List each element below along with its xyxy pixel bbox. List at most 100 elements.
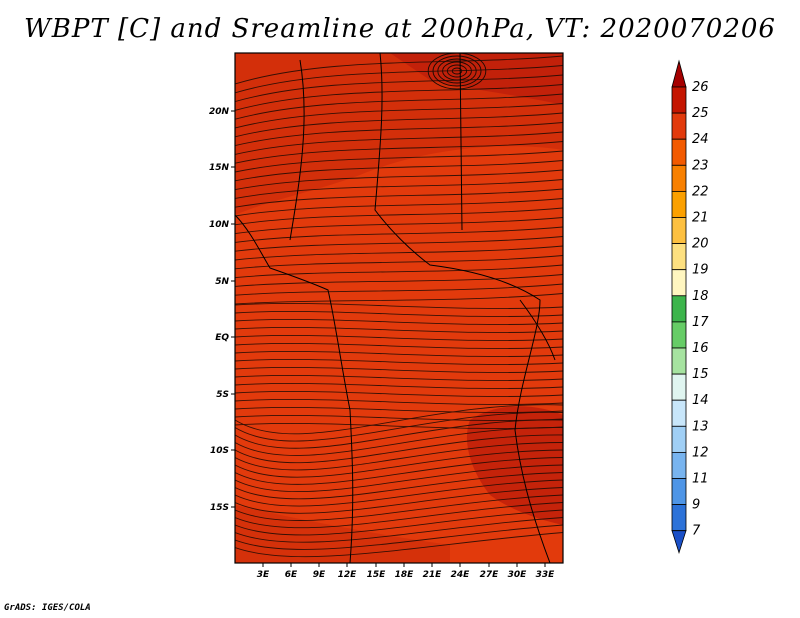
- streamline: [235, 103, 563, 129]
- lon-label: 3E: [257, 570, 270, 580]
- streamline: [235, 419, 563, 449]
- colorbar-label: 15: [692, 367, 709, 382]
- lat-label: 5S: [216, 390, 229, 400]
- streamline: [235, 226, 563, 243]
- colorbar-segment: [671, 190, 687, 218]
- lat-label: 10N: [209, 220, 230, 230]
- colorbar-segment: [671, 295, 687, 323]
- streamline: [235, 319, 563, 325]
- streamline: [235, 188, 563, 208]
- lake-outline: [519, 299, 556, 361]
- colorbar-label: 26: [692, 80, 709, 95]
- lon-label: 27E: [480, 570, 500, 580]
- wbpt-region-southeast: [466, 406, 563, 525]
- colorbar-label: 7: [692, 524, 701, 539]
- border-line: [374, 53, 551, 563]
- borders: [235, 53, 556, 563]
- streamline: [235, 524, 563, 550]
- chart-title: WBPT [C] and Sreamline at 200hPa, VT: 20…: [24, 14, 776, 44]
- vortex-ring: [432, 55, 482, 87]
- streamline: [235, 509, 563, 536]
- streamline: [235, 150, 563, 173]
- lat-label: EQ: [215, 333, 229, 343]
- streamline: [235, 160, 563, 182]
- streamline: [235, 283, 563, 296]
- colorbar-label: 13: [692, 419, 709, 434]
- colorbar-segment: [671, 451, 687, 479]
- streamline: [235, 84, 563, 111]
- vortex-ring: [427, 53, 487, 90]
- streamline: [235, 131, 563, 155]
- streamline: [235, 236, 563, 252]
- streamline: [235, 404, 563, 435]
- streamline: [235, 303, 563, 309]
- streamline: [235, 411, 563, 442]
- lon-label: 21E: [423, 570, 443, 580]
- lat-label: 10S: [210, 446, 229, 456]
- vortex-ring: [442, 61, 472, 81]
- colorbar-segment: [671, 217, 687, 245]
- colorbar-label: 25: [692, 106, 709, 121]
- streamline: [235, 207, 563, 226]
- streamline: [235, 457, 563, 485]
- streamline: [235, 391, 563, 397]
- streamline: [235, 264, 563, 279]
- map-axes: 20N 15N 10N 5N EQ 5S 10S 15S 3E 6E 9E 12E 15E 18E 21E 2…: [209, 107, 555, 580]
- streamline: [235, 293, 563, 305]
- streamline: [235, 343, 563, 349]
- lat-label: 15N: [209, 163, 230, 173]
- wbpt-region-north: [235, 53, 563, 215]
- streamline: [235, 141, 563, 164]
- colorbar-segment: [671, 425, 687, 453]
- streamline: [235, 122, 563, 147]
- lon-label: 18E: [395, 570, 415, 580]
- streamline: [235, 479, 563, 507]
- colorbar-segment: [671, 269, 687, 297]
- coastline-west: [235, 214, 354, 563]
- streamline: [235, 502, 563, 529]
- streamline: [235, 255, 563, 270]
- streamline: [235, 367, 563, 373]
- streamline: [235, 217, 563, 235]
- streamline: [235, 198, 563, 217]
- lon-label: 30E: [508, 570, 528, 580]
- map-frame: [234, 52, 564, 564]
- vortex-ring: [451, 67, 463, 75]
- streamline: [235, 399, 563, 405]
- streamline: [235, 311, 563, 317]
- streamline: [235, 335, 563, 341]
- streamline: [235, 472, 563, 500]
- lon-label: 12E: [338, 570, 358, 580]
- colorbar-label: 17: [692, 315, 709, 330]
- wbpt-region-northeast: [390, 53, 563, 105]
- lat-label: 5N: [215, 277, 229, 287]
- colorbar-label: 19: [692, 263, 709, 278]
- lat-label: 15S: [210, 503, 229, 513]
- streamline: [235, 112, 563, 138]
- colorbar-label: 11: [692, 472, 709, 487]
- colorbar-segment: [671, 373, 687, 401]
- colorbar-label: 12: [692, 445, 709, 460]
- lon-label: 33E: [536, 570, 556, 580]
- lat-label: 20N: [209, 107, 230, 117]
- streamline: [235, 359, 563, 365]
- streamline: [235, 449, 563, 478]
- lon-label: 15E: [367, 570, 387, 580]
- colorbar-segment: [671, 399, 687, 427]
- streamline: [235, 494, 563, 521]
- vortex-ring: [437, 58, 477, 84]
- colorbar-segment: [671, 321, 687, 349]
- colorbar-segment: [671, 478, 687, 506]
- colorbar-label: 18: [692, 289, 709, 304]
- streamline: [235, 169, 563, 191]
- wbpt-region-south: [235, 505, 450, 563]
- streamline: [235, 245, 563, 261]
- streamline: [235, 55, 563, 85]
- colorbar-label: 24: [692, 132, 709, 147]
- colorbar-label: 16: [692, 341, 709, 356]
- streamline: [235, 351, 563, 357]
- streamline: [235, 179, 563, 199]
- streamlines: [235, 55, 563, 558]
- streamline: [235, 517, 563, 543]
- streamline: [235, 74, 563, 103]
